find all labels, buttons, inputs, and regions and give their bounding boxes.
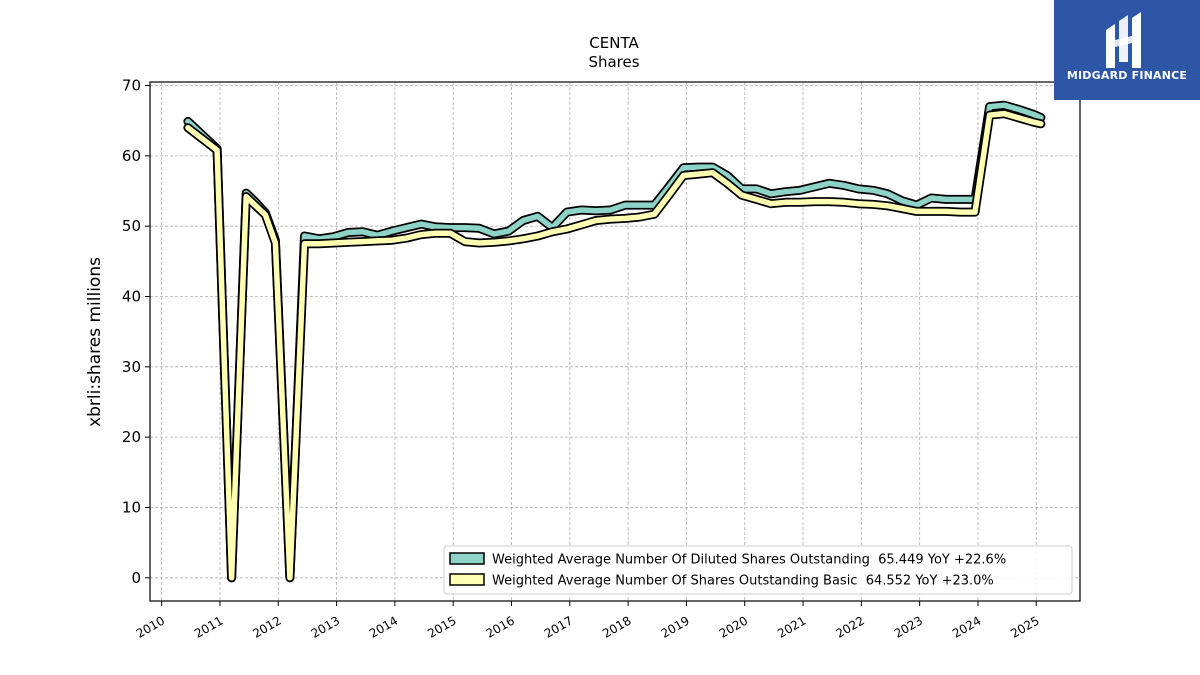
x-tick-label: 2016: [484, 613, 517, 640]
x-tick-label: 2014: [367, 613, 400, 640]
x-tick-label: 2015: [425, 613, 458, 640]
x-tick-label: 2018: [600, 613, 633, 640]
x-tick-label: 2022: [833, 613, 866, 640]
legend-label-basic: Weighted Average Number Of Shares Outsta…: [492, 574, 994, 589]
chart-title: CENTA: [589, 34, 639, 52]
series-line-diluted: [185, 102, 1044, 581]
x-tick-label: 2011: [192, 613, 225, 640]
plot-frame: [149, 81, 1081, 602]
brand-logo: MIDGARD FINANCE: [1054, 0, 1200, 100]
x-tick-label: 2010: [134, 613, 167, 640]
y-axis-label: xbrli:shares millions: [85, 257, 105, 427]
x-tick-label: 2023: [892, 613, 925, 640]
y-tick-label: 50: [122, 217, 141, 235]
y-tick-label: 40: [122, 287, 141, 305]
y-tick-label: 20: [122, 428, 141, 446]
legend-frame: [443, 545, 1073, 595]
brand-name: MIDGARD FINANCE: [1066, 69, 1188, 82]
series-line-diluted-outline: [183, 100, 1046, 583]
legend-swatch-diluted: [449, 552, 485, 565]
y-tick-label: 70: [122, 77, 141, 95]
series-group: [183, 100, 1046, 583]
x-tick-label: 2020: [717, 613, 750, 640]
chart-subtitle: Shares: [588, 53, 639, 71]
y-tick-label: 60: [122, 147, 141, 165]
y-axis: 0 10 20 30 40 50 60 70: [122, 77, 150, 587]
x-tick-label: 2017: [542, 613, 575, 640]
x-tick-label: 2025: [1008, 613, 1041, 640]
x-tick-label: 2012: [250, 613, 283, 640]
legend-swatch-basic: [449, 573, 485, 586]
y-tick-label: 30: [122, 358, 141, 376]
series-line-basic-outline: [183, 109, 1046, 583]
x-tick-label: 2021: [775, 613, 808, 640]
y-tick-label: 0: [131, 569, 141, 587]
x-tick-label: 2024: [950, 613, 983, 640]
legend: Weighted Average Number Of Diluted Share…: [443, 545, 1073, 595]
y-tick-label: 10: [122, 498, 141, 516]
series-line-basic: [185, 110, 1044, 581]
x-tick-label: 2019: [658, 613, 691, 640]
x-tick-label: 2013: [309, 613, 342, 640]
legend-label-diluted: Weighted Average Number Of Diluted Share…: [492, 553, 1006, 568]
midgard-logo-icon: [1106, 12, 1141, 68]
x-axis: 2010 2011 2012 2013 2014 2015 2016 2017 2018 2019…: [134, 601, 1042, 641]
